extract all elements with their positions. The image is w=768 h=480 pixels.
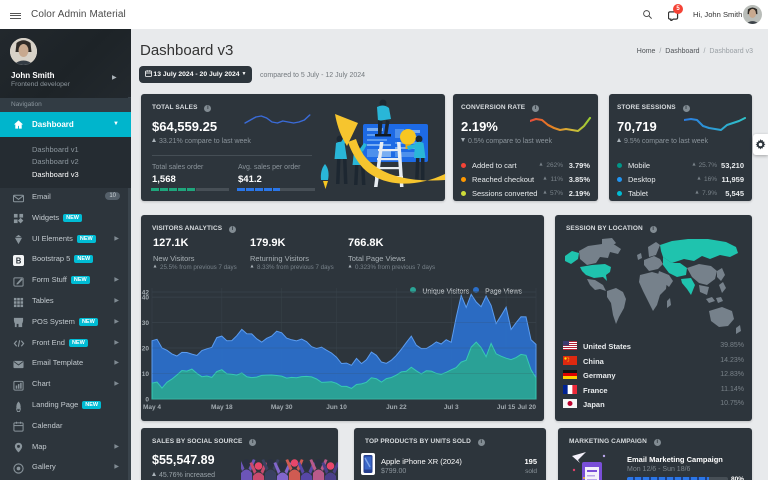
- svg-text:42: 42: [142, 290, 150, 297]
- svg-text:May 18: May 18: [211, 404, 233, 411]
- svg-text:10: 10: [142, 371, 150, 378]
- svg-text:Jul 15: Jul 15: [497, 404, 516, 411]
- svg-text:30: 30: [142, 320, 150, 327]
- svg-text:May 30: May 30: [271, 404, 293, 411]
- svg-text:0: 0: [145, 397, 149, 404]
- svg-text:Jun 10: Jun 10: [326, 404, 347, 411]
- svg-text:B: B: [16, 256, 22, 265]
- svg-text:Jul 20: Jul 20: [518, 404, 537, 411]
- svg-text:Jun 22: Jun 22: [386, 404, 407, 411]
- svg-text:May 4: May 4: [143, 404, 161, 411]
- svg-text:20: 20: [142, 346, 150, 353]
- svg-text:Jul 3: Jul 3: [444, 404, 459, 411]
- svg-text:40: 40: [142, 295, 150, 302]
